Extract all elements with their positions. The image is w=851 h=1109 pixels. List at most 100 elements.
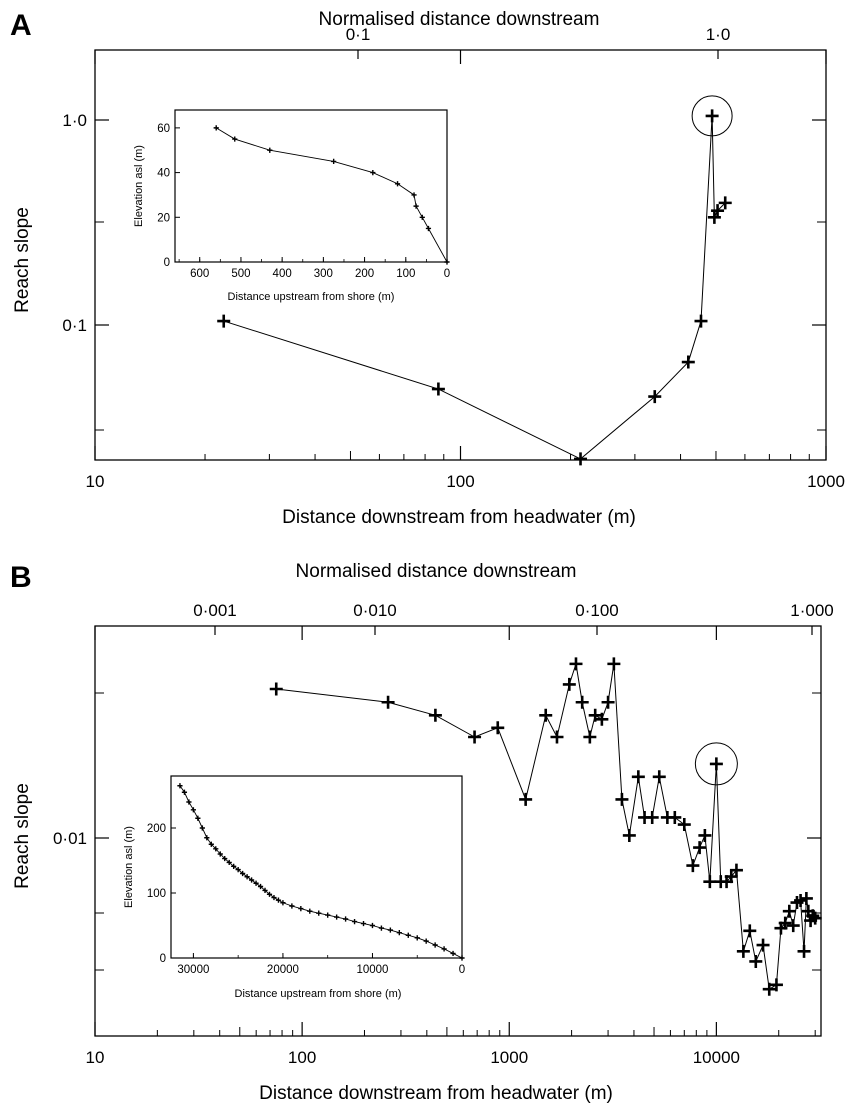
- inset-data-point-b: [343, 916, 349, 922]
- data-point-b: [797, 944, 811, 958]
- inset-data-point-b: [316, 910, 322, 916]
- inset-x-tick-label-b: 10000: [356, 964, 388, 976]
- data-point-b: [652, 770, 666, 784]
- data-point-b: [491, 721, 505, 735]
- top-tick-label-a: 1·0: [706, 25, 731, 44]
- inset-data-point-a: [213, 125, 219, 131]
- data-point-b: [749, 954, 763, 968]
- inset-data-point-b: [334, 914, 340, 920]
- series-line-a: [223, 115, 726, 460]
- data-point-b: [607, 657, 621, 671]
- inset-y-tick-label-a: 0: [164, 257, 170, 269]
- top-tick-label-b: 0·100: [575, 601, 618, 620]
- data-point-b: [631, 770, 645, 784]
- inset-data-point-b: [217, 851, 223, 857]
- inset-data-point-b: [266, 891, 273, 897]
- data-point-b: [677, 818, 691, 832]
- data-point-b: [575, 695, 589, 709]
- data-point-b: [709, 757, 723, 771]
- inset-data-point-b: [262, 887, 268, 893]
- inset-data-point-b: [204, 835, 210, 841]
- inset-data-point-b: [378, 925, 385, 931]
- data-point-b: [729, 863, 743, 877]
- inset-data-point-a: [394, 181, 401, 187]
- top-tick-label-b: 0·010: [353, 601, 396, 620]
- highlight-circle-b: [694, 742, 738, 786]
- data-point-b: [539, 708, 553, 722]
- inset-data-point-b: [450, 950, 456, 957]
- inset-data-point-b: [432, 942, 438, 948]
- inset-data-point-b: [199, 825, 205, 831]
- inset-data-point-b: [387, 927, 393, 933]
- inset-data-point-b: [369, 922, 376, 929]
- inset-data-point-b: [186, 799, 192, 805]
- panel-letter-a: A: [10, 9, 32, 42]
- x-tick-label-a: 100: [446, 472, 474, 491]
- inset-data-point-b: [181, 789, 188, 795]
- inset-data-point-b: [325, 912, 331, 918]
- inset-data-point-b: [257, 883, 264, 890]
- inset-y-tick-label-b: 200: [147, 823, 166, 835]
- inset-data-point-b: [280, 900, 286, 906]
- inset-y-tick-label-b: 100: [147, 888, 166, 900]
- data-point-b: [588, 708, 602, 722]
- inset-data-point-b: [414, 935, 420, 941]
- panel-letter-b: B: [10, 561, 32, 594]
- top-tick-label-a: 0·1: [346, 25, 371, 44]
- x-tick-label-b: 10000: [693, 1048, 740, 1067]
- data-point-b: [381, 695, 395, 709]
- top-axis-label-a: Normalised distance downstream: [319, 9, 600, 30]
- data-point-b: [762, 982, 776, 996]
- series-line-b: [276, 663, 816, 991]
- data-point-b: [806, 909, 820, 923]
- inset-data-point-b: [244, 874, 250, 880]
- inset-data-point-b: [195, 815, 201, 821]
- inset-data-point-a: [267, 147, 273, 153]
- y-axis-label-a: Reach slope: [12, 207, 33, 313]
- y-tick-label-a: 0·1: [62, 316, 87, 335]
- data-point-b: [468, 730, 482, 744]
- inset-data-point-b: [396, 930, 402, 936]
- data-point-b: [686, 859, 700, 873]
- data-point-a: [711, 204, 725, 218]
- data-point-b: [786, 919, 800, 933]
- inset-x-tick-label-a: 0: [444, 268, 450, 280]
- data-point-b: [595, 712, 609, 726]
- inset-data-point-a: [411, 192, 417, 198]
- y-axis-label-b: Reach slope: [12, 783, 33, 889]
- inset-data-point-b: [177, 783, 183, 789]
- inset-data-point-b: [248, 877, 255, 883]
- inset-y-label-b: Elevation asl (m): [123, 826, 135, 908]
- inset-data-point-b: [298, 906, 304, 912]
- inset-x-tick-label-a: 500: [231, 268, 250, 280]
- data-point-a: [705, 109, 719, 123]
- inset-data-point-b: [289, 903, 295, 909]
- inset-data-point-b: [253, 880, 259, 886]
- inset-data-point-b: [405, 932, 411, 938]
- inset-data-point-b: [222, 855, 228, 862]
- data-point-b: [808, 911, 822, 925]
- top-tick-label-b: 0·001: [193, 601, 236, 620]
- data-point-b: [668, 810, 682, 824]
- inset-data-point-b: [307, 908, 313, 914]
- inset-x-tick-label-a: 100: [396, 268, 415, 280]
- inset-x-label-b: Distance upstream from shore (m): [235, 988, 402, 1000]
- data-point-b: [615, 792, 629, 806]
- x-axis-label-a: Distance downstream from headwater (m): [282, 507, 636, 528]
- inset-data-point-b: [231, 863, 237, 869]
- inset-x-tick-label-a: 300: [314, 268, 333, 280]
- data-point-b: [622, 828, 636, 842]
- inset-y-tick-label-b: 0: [160, 953, 166, 965]
- inset-x-tick-label-b: 0: [459, 964, 465, 976]
- plot-frame-b: [94, 625, 822, 1037]
- panel-b: B Normalised distance downstream Distanc…: [10, 561, 834, 1104]
- inset-data-point-b: [240, 870, 246, 877]
- x-tick-label-b: 10: [86, 1048, 105, 1067]
- inset-data-point-b: [208, 841, 214, 847]
- x-tick-label-a: 10: [86, 472, 105, 491]
- data-point-b: [782, 904, 796, 918]
- inset-data-point-b: [226, 859, 232, 866]
- data-point-b: [769, 978, 783, 992]
- inset-data-point-b: [190, 807, 196, 813]
- inset-frame-b: [170, 775, 463, 959]
